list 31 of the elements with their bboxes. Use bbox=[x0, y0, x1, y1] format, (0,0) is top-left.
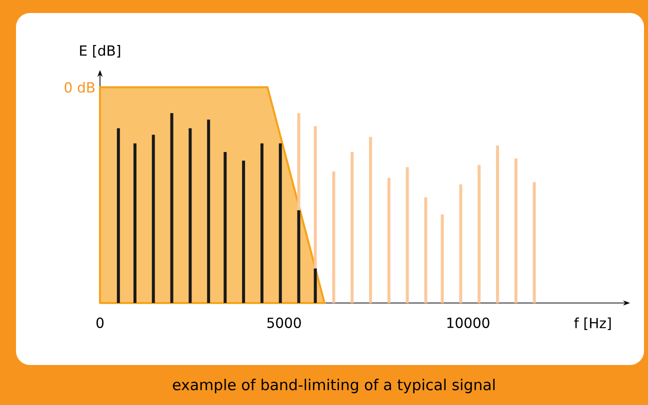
x-tick-label: 10000 bbox=[447, 318, 490, 328]
text: example of band-limiting of a typical signal bbox=[172, 378, 495, 394]
bar bbox=[314, 268, 317, 303]
x-tick-label: 0 bbox=[96, 318, 104, 328]
bar bbox=[170, 113, 174, 303]
y-axis-title: E [dB] bbox=[80, 45, 120, 58]
bar bbox=[260, 143, 264, 303]
bar bbox=[406, 167, 409, 303]
text: 0 dB bbox=[64, 82, 94, 93]
bar bbox=[116, 128, 120, 303]
bar bbox=[424, 197, 428, 303]
bar bbox=[297, 210, 300, 303]
bar bbox=[278, 143, 282, 303]
bar bbox=[332, 171, 336, 303]
bar bbox=[459, 184, 462, 303]
bar bbox=[514, 158, 518, 303]
bar bbox=[207, 120, 210, 303]
bar bbox=[350, 152, 354, 303]
bar bbox=[532, 182, 536, 303]
bar bbox=[369, 136, 372, 303]
bar bbox=[224, 152, 227, 303]
bar bbox=[188, 128, 192, 303]
x-axis-title: f [Hz] bbox=[574, 318, 611, 330]
bar bbox=[242, 160, 246, 303]
bar bbox=[478, 164, 481, 303]
x-tick-label: 5000 bbox=[267, 318, 301, 328]
bar bbox=[133, 143, 136, 303]
bar bbox=[496, 146, 500, 303]
bar bbox=[440, 214, 444, 303]
bar bbox=[387, 178, 390, 303]
bar bbox=[152, 134, 155, 303]
